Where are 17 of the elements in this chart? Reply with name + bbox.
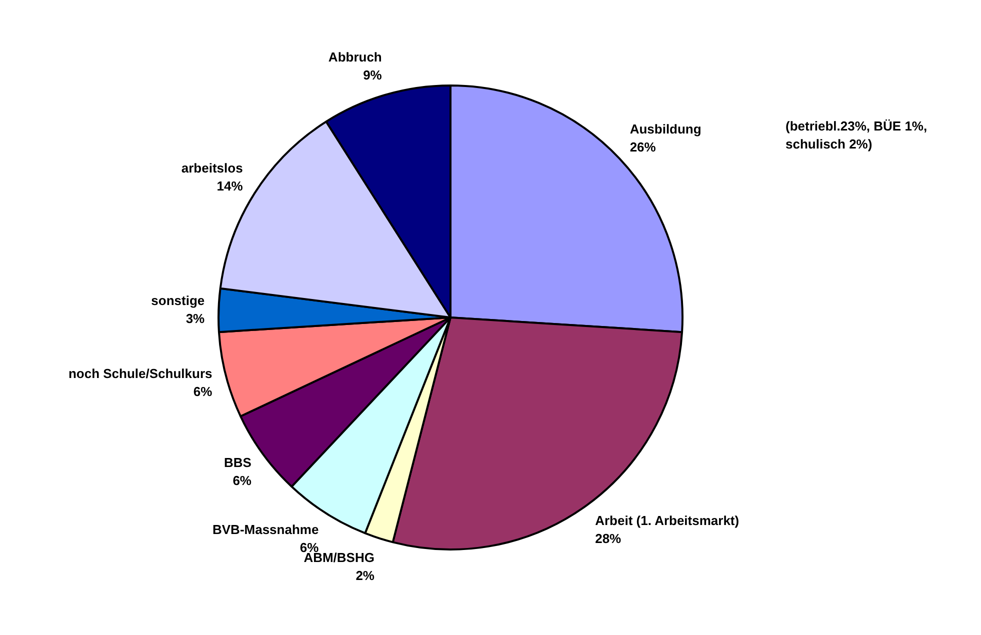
data-label: 3% [186,310,206,326]
data-label: 6% [232,473,252,488]
data-label: 26% [630,140,656,155]
slice-label: BBS [224,455,252,470]
data-label: 6% [193,384,213,400]
slice-label: arbeitslos [181,160,243,176]
slice-label: sonstige [151,292,205,308]
slice-label: BVB-Massnahme [212,522,319,538]
data-label: 9% [363,67,382,82]
slice-label: Arbeit (1. Arbeitsmarkt) [595,512,740,528]
slice-label: noch Schule/Schulkurs [68,366,212,382]
data-label: 2% [356,568,375,584]
data-label: 14% [216,178,244,194]
data-label: 28% [595,530,622,546]
text: (betriebl.23%, BÜE 1%, schulisch 2%) [786,118,928,152]
slice-label: Ausbildung [630,122,702,137]
slice-label: Abbruch [328,49,382,64]
